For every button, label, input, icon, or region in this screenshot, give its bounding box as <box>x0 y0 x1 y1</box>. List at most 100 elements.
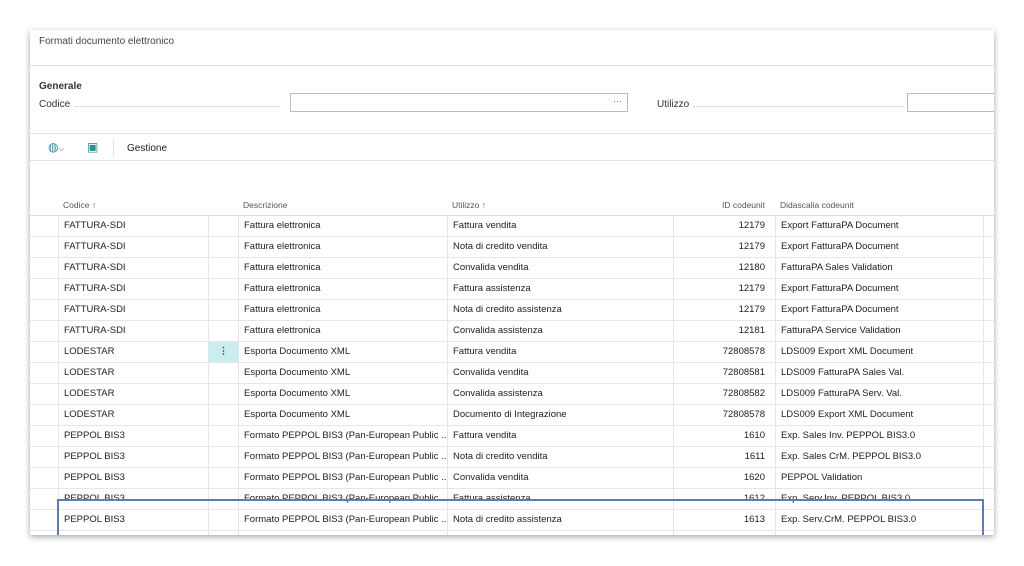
cell-codeunit-caption[interactable]: FatturaPA Sales Validation <box>775 258 983 278</box>
cell-usage[interactable]: Convalida vendita <box>447 363 673 383</box>
row-actions-cell[interactable] <box>208 237 238 257</box>
row-actions-cell[interactable] <box>208 405 238 425</box>
cell-code[interactable]: FATTURA-SDI <box>58 216 208 236</box>
cell-codeunit-caption[interactable]: PEPPOL Service Validation <box>775 531 983 535</box>
cell-usage[interactable]: Nota di credito assistenza <box>447 300 673 320</box>
table-row[interactable]: FATTURA-SDI Fattura elettronica Nota di cr… <box>30 237 994 258</box>
code-input[interactable]: ··· <box>290 93 628 112</box>
cell-code[interactable]: FATTURA-SDI <box>58 237 208 257</box>
cell-code[interactable]: PEPPOL BIS3 <box>58 447 208 467</box>
cell-codeunit-caption[interactable]: Exp. Sales CrM. PEPPOL BIS3.0 <box>775 447 983 467</box>
cell-codeunit-id[interactable]: 1612 <box>673 489 775 509</box>
cell-code[interactable]: LODESTAR <box>58 384 208 404</box>
lookup-button[interactable]: ··· <box>613 96 622 106</box>
table-row[interactable]: PEPPOL BIS3 Formato PEPPOL BIS3 (Pan-Euro… <box>30 489 994 510</box>
table-row[interactable]: PEPPOL BIS3 Formato PEPPOL BIS3 (Pan-Euro… <box>30 426 994 447</box>
cell-codeunit-id[interactable]: 12179 <box>673 300 775 320</box>
cell-codeunit-id[interactable]: 1610 <box>673 426 775 446</box>
cell-code[interactable]: PEPPOL BIS3 <box>58 531 208 535</box>
cell-usage[interactable]: Nota di credito assistenza <box>447 510 673 530</box>
cell-codeunit-caption[interactable]: LDS009 FatturaPA Sales Val. <box>775 363 983 383</box>
cell-description[interactable]: Formato PEPPOL BIS3 (Pan-European Public… <box>238 510 447 530</box>
cell-codeunit-id[interactable]: 72808582 <box>673 384 775 404</box>
cell-code[interactable]: LODESTAR <box>58 405 208 425</box>
cell-codeunit-id[interactable]: 12179 <box>673 279 775 299</box>
row-actions-cell[interactable] <box>208 258 238 278</box>
table-row[interactable]: LODESTAR Esporta Documento XML Convalida a… <box>30 384 994 405</box>
cell-usage[interactable]: Nota di credito vendita <box>447 447 673 467</box>
cell-usage[interactable]: Convalida assistenza <box>447 321 673 341</box>
table-row[interactable]: FATTURA-SDI Fattura elettronica Convalida … <box>30 321 994 342</box>
cell-usage[interactable]: Fattura assistenza <box>447 489 673 509</box>
cell-codeunit-id[interactable]: 12181 <box>673 321 775 341</box>
row-actions-cell[interactable] <box>208 363 238 383</box>
cell-code[interactable]: PEPPOL BIS3 <box>58 510 208 530</box>
table-row[interactable]: PEPPOL BIS3 Formato PEPPOL BIS3 (Pan-Euro… <box>30 510 994 531</box>
cell-codeunit-caption[interactable]: Exp. Sales Inv. PEPPOL BIS3.0 <box>775 426 983 446</box>
cell-codeunit-caption[interactable]: LDS009 Export XML Document <box>775 342 983 362</box>
cell-description[interactable]: Esporta Documento XML <box>238 405 447 425</box>
row-actions-cell[interactable] <box>208 489 238 509</box>
manage-menu[interactable]: Gestione <box>127 143 168 154</box>
table-row[interactable]: FATTURA-SDI Fattura elettronica Convalida … <box>30 258 994 279</box>
table-row[interactable]: FATTURA-SDI Fattura elettronica Fattura ve… <box>30 216 994 237</box>
col-header-description[interactable]: Descrizione <box>243 200 288 210</box>
cell-description[interactable]: Fattura elettronica <box>238 216 447 236</box>
row-actions-cell[interactable] <box>208 321 238 341</box>
cell-description[interactable]: Esporta Documento XML <box>238 363 447 383</box>
cell-codeunit-id[interactable]: 12179 <box>673 216 775 236</box>
cell-description[interactable]: Fattura elettronica <box>238 258 447 278</box>
row-actions-cell[interactable] <box>208 384 238 404</box>
cell-code[interactable]: LODESTAR <box>58 342 208 362</box>
cell-code[interactable]: LODESTAR <box>58 363 208 383</box>
row-actions-cell[interactable] <box>208 279 238 299</box>
cell-codeunit-id[interactable]: 1621 <box>673 531 775 535</box>
cell-codeunit-id[interactable]: 12179 <box>673 237 775 257</box>
cell-code[interactable]: PEPPOL BIS3 <box>58 489 208 509</box>
table-row[interactable]: FATTURA-SDI Fattura elettronica Fattura as… <box>30 279 994 300</box>
table-row[interactable]: PEPPOL BIS3 Formato PEPPOL BIS3 (Pan-Euro… <box>30 447 994 468</box>
cell-usage[interactable]: Fattura assistenza <box>447 279 673 299</box>
cell-usage[interactable]: Fattura vendita <box>447 426 673 446</box>
col-header-codeunit-caption[interactable]: Didascalia codeunit <box>780 200 854 210</box>
cell-code[interactable]: FATTURA-SDI <box>58 279 208 299</box>
cell-codeunit-id[interactable]: 72808581 <box>673 363 775 383</box>
cell-codeunit-caption[interactable]: Exp. Serv.Inv. PEPPOL BIS3.0 <box>775 489 983 509</box>
cell-codeunit-caption[interactable]: Export FatturaPA Document <box>775 300 983 320</box>
cell-code[interactable]: PEPPOL BIS3 <box>58 468 208 488</box>
cell-code[interactable]: FATTURA-SDI <box>58 258 208 278</box>
cell-codeunit-caption[interactable]: PEPPOL Validation <box>775 468 983 488</box>
open-in-excel-icon[interactable]: ▣ <box>87 140 99 154</box>
cell-codeunit-id[interactable]: 1613 <box>673 510 775 530</box>
cell-usage[interactable]: Convalida assistenza <box>447 531 673 535</box>
row-actions-cell[interactable] <box>208 216 238 236</box>
col-header-code[interactable]: Codice ↑ <box>63 200 97 210</box>
cell-codeunit-id[interactable]: 1620 <box>673 468 775 488</box>
table-row[interactable]: LODESTAR Esporta Documento XML Documento d… <box>30 405 994 426</box>
filter-view-icon[interactable]: ◍⌵ <box>48 140 65 154</box>
row-actions-cell[interactable] <box>208 447 238 467</box>
cell-code[interactable]: PEPPOL BIS3 <box>58 426 208 446</box>
cell-usage[interactable]: Convalida vendita <box>447 258 673 278</box>
cell-codeunit-id[interactable]: 72808578 <box>673 405 775 425</box>
cell-description[interactable]: Esporta Documento XML <box>238 342 447 362</box>
cell-codeunit-caption[interactable]: FatturaPA Service Validation <box>775 321 983 341</box>
row-actions-button[interactable]: ⋮ <box>208 342 238 362</box>
cell-codeunit-caption[interactable]: Export FatturaPA Document <box>775 237 983 257</box>
cell-codeunit-id[interactable]: 12180 <box>673 258 775 278</box>
cell-description[interactable]: Formato PEPPOL BIS3 (Pan-European Public… <box>238 489 447 509</box>
cell-description[interactable]: Fattura elettronica <box>238 237 447 257</box>
cell-codeunit-caption[interactable]: LDS009 Export XML Document <box>775 405 983 425</box>
col-header-codeunit-id[interactable]: ID codeunit <box>722 200 765 210</box>
cell-description[interactable]: Fattura elettronica <box>238 300 447 320</box>
cell-usage[interactable]: Fattura vendita <box>447 216 673 236</box>
cell-codeunit-caption[interactable]: LDS009 FatturaPA Serv. Val. <box>775 384 983 404</box>
cell-description[interactable]: Fattura elettronica <box>238 279 447 299</box>
cell-codeunit-caption[interactable]: Export FatturaPA Document <box>775 279 983 299</box>
cell-code[interactable]: FATTURA-SDI <box>58 321 208 341</box>
cell-usage[interactable]: Documento di Integrazione <box>447 405 673 425</box>
cell-codeunit-caption[interactable]: Exp. Serv.CrM. PEPPOL BIS3.0 <box>775 510 983 530</box>
row-actions-cell[interactable] <box>208 426 238 446</box>
cell-usage[interactable]: Fattura vendita <box>447 342 673 362</box>
table-row[interactable]: PEPPOL BIS3 Formato PEPPOL BIS3 (Pan-Euro… <box>30 531 994 535</box>
